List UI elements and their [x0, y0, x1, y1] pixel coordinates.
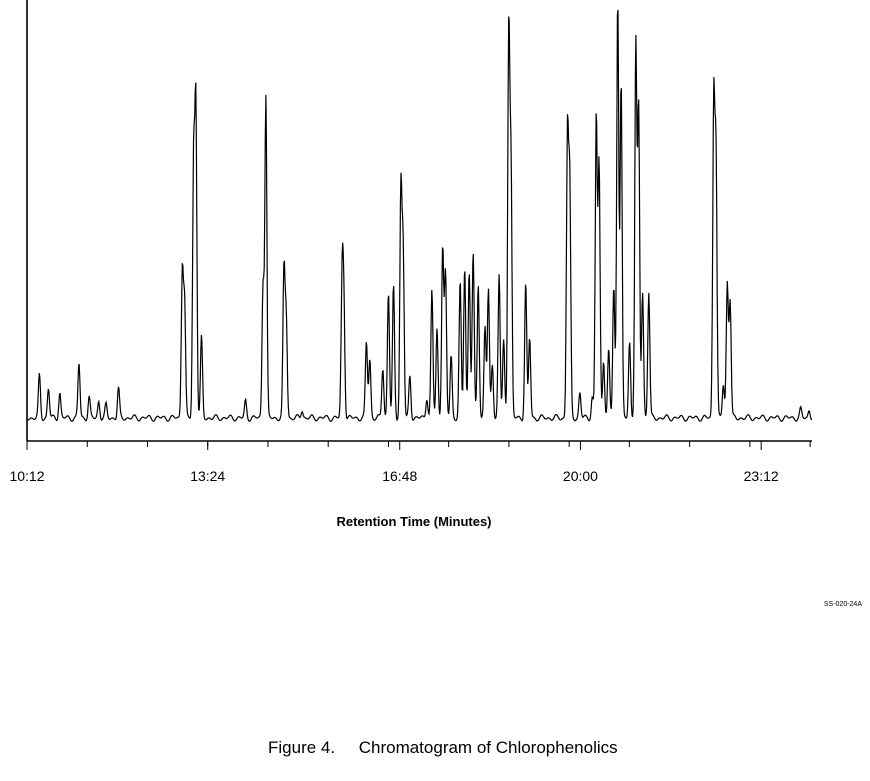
figure-title: Chromatogram of Chlorophenolics — [358, 738, 618, 757]
chromatogram-trace — [26, 9, 813, 422]
x-tick-label: 10:12 — [9, 468, 44, 484]
x-tick-label: 13:24 — [190, 468, 225, 484]
x-tick-label: 16:48 — [382, 468, 417, 484]
figure-number: Figure 4. — [268, 738, 336, 757]
figure-caption: Figure 4. Chromatogram of Chlorophenolic… — [268, 738, 618, 758]
x-tick-label: 20:00 — [563, 468, 598, 484]
x-axis-title: Retention Time (Minutes) — [336, 514, 491, 529]
x-axis-ticks: 10:12 13:24 16:48 20:00 23:12 — [9, 441, 811, 484]
figure-code: SS-020-24A — [824, 601, 862, 608]
x-tick-label: 23:12 — [744, 468, 779, 484]
